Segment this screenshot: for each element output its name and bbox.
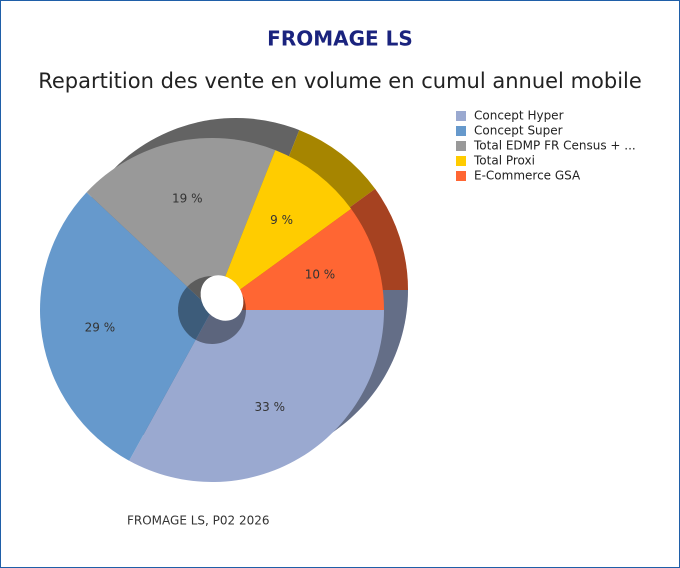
legend-label: E-Commerce GSA — [474, 169, 581, 183]
slice — [39, 192, 212, 461]
data-label: 33 % — [255, 400, 286, 414]
slice — [212, 150, 352, 310]
chart-subtitle: Repartition des vente en volume en cumul… — [38, 69, 642, 93]
legend-label: Concept Hyper — [474, 109, 564, 123]
pie: 33 % 29 % 19 % 9 % 10 % — [39, 138, 384, 483]
data-label: 29 % — [85, 320, 116, 334]
legend-label: Total EDMP FR Census + ... — [473, 139, 636, 153]
legend-swatch — [456, 156, 466, 166]
data-label: 19 % — [172, 192, 203, 206]
legend-swatch — [456, 111, 466, 121]
data-label: 9 % — [270, 213, 293, 227]
slice — [86, 138, 276, 310]
legend-swatch — [456, 141, 466, 151]
slice — [129, 310, 384, 483]
legend-label: Total Proxi — [473, 154, 535, 168]
slice-inner-shade — [178, 286, 212, 340]
caption: FROMAGE LS, P02 2026 — [127, 514, 270, 528]
pie-hole — [200, 275, 244, 321]
legend-swatch — [456, 171, 466, 181]
slice-inner — [178, 286, 212, 340]
legend-swatch — [456, 126, 466, 136]
legend-label: Concept Super — [474, 124, 563, 138]
data-label: 10 % — [305, 267, 336, 281]
slice — [212, 208, 384, 310]
chart-title: FROMAGE LS — [267, 27, 413, 51]
